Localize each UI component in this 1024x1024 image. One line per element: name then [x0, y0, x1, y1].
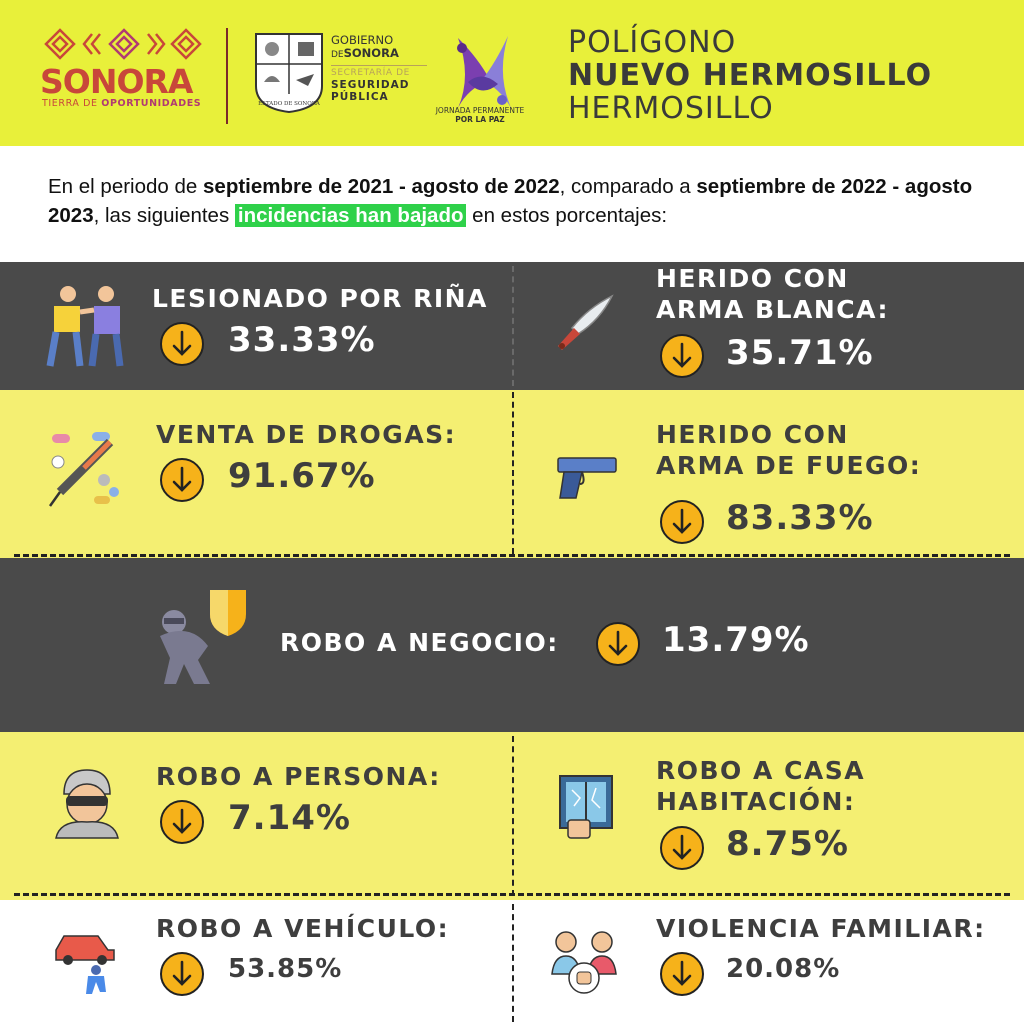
tagline-part1: TIERRA DE: [42, 98, 98, 109]
gov-line2: DESONORA: [331, 47, 427, 62]
gov-line2-prefix: DE: [331, 50, 344, 60]
stat-lesionado-value: 33.33%: [228, 320, 376, 360]
government-label: GOBIERNO DESONORA SECRETARÍA DE SEGURIDA…: [331, 34, 427, 103]
stat-vehiculo-value: 53.85%: [228, 954, 343, 984]
down-arrow-icon: [660, 952, 704, 996]
stat-persona-title: ROBO A PERSONA:: [156, 762, 441, 791]
divider-horizontal-2: [14, 893, 1010, 896]
sonora-pattern-icon: [44, 28, 202, 60]
stat-vehiculo-title: ROBO A VEHÍCULO:: [156, 914, 450, 943]
divider-vertical-2: [512, 392, 514, 554]
gov-line1: GOBIERNO: [331, 33, 394, 47]
sonora-wordmark: SONORA: [40, 62, 193, 101]
divider-horizontal-1: [14, 554, 1010, 557]
burglar-shield-icon: [160, 590, 246, 684]
intro-paragraph: En el periodo de septiembre de 2021 - ag…: [48, 172, 988, 230]
peace-caption: JORNADA PERMANENTE POR LA PAZ: [432, 106, 528, 124]
drugs-syringe-icon: [48, 432, 119, 507]
divider-vertical-1: [512, 266, 514, 386]
state-seal-icon: ESTADO DE SONORA: [255, 33, 323, 114]
stat-casa-title-1: ROBO A CASA: [656, 756, 866, 785]
title-line1: POLÍGONO: [568, 25, 737, 60]
stat-violencia-title: VIOLENCIA FAMILIAR:: [656, 914, 986, 943]
stat-arma-fuego-title-1: HERIDO CON: [656, 420, 849, 449]
intro-text-1: En el periodo de: [48, 175, 204, 198]
intro-text-3: , las siguientes: [93, 204, 235, 227]
gov-line2-main: SONORA: [343, 46, 399, 60]
header-bar: SONORA TIERRA DE OPORTUNIDADES ESTADO DE…: [0, 0, 1024, 146]
peace-line1: JORNADA PERMANENTE: [435, 106, 525, 115]
stat-casa-value: 8.75%: [726, 824, 849, 864]
seal-caption: ESTADO DE SONORA: [258, 101, 321, 107]
tagline-part2: OPORTUNIDADES: [101, 98, 202, 109]
divider-vertical-4: [512, 736, 514, 896]
gov-line4: SEGURIDAD: [331, 79, 410, 91]
gov-line5: PÚBLICA: [331, 91, 389, 103]
down-arrow-icon: [660, 334, 704, 378]
stat-drogas-title: VENTA DE DROGAS:: [156, 420, 457, 449]
down-arrow-icon: [160, 800, 204, 844]
down-arrow-icon: [160, 952, 204, 996]
stat-drogas-value: 91.67%: [228, 456, 376, 496]
stat-casa-title-2: HABITACIÓN:: [656, 787, 856, 816]
stat-arma-blanca-value: 35.71%: [726, 333, 874, 373]
stat-arma-fuego-value: 83.33%: [726, 498, 874, 538]
knife-icon: [558, 294, 614, 350]
intro-period-2: septiembre de 2022 - agosto 2023: [48, 175, 973, 227]
gov-rule: [331, 65, 427, 66]
title-line2: NUEVO HERMOSILLO: [568, 58, 933, 93]
broken-window-icon: [559, 775, 613, 839]
fighting-people-icon: [46, 286, 124, 367]
down-arrow-icon: [596, 622, 640, 666]
divider-vertical-5: [512, 904, 514, 1022]
peace-line2: POR LA PAZ: [455, 115, 505, 124]
intro-highlight: incidencias han bajado: [234, 204, 467, 227]
down-arrow-icon: [160, 322, 204, 366]
sonora-logo: SONORA TIERRA DE OPORTUNIDADES: [40, 28, 208, 118]
stat-arma-blanca-title-2: ARMA BLANCA:: [656, 295, 889, 324]
intro-text-4: en estos porcentajes:: [466, 204, 668, 227]
page-title: POLÍGONO NUEVO HERMOSILLO HERMOSILLO: [568, 26, 932, 125]
intro-period-1: septiembre de 2021 - agosto de 2022: [203, 175, 560, 198]
gun-icon: [557, 457, 617, 499]
title-line3: HERMOSILLO: [568, 91, 774, 126]
logo-divider: [226, 28, 228, 124]
stat-negocio-value: 13.79%: [662, 620, 810, 660]
peace-doves-icon: [457, 36, 512, 110]
stat-lesionado-title: LESIONADO POR RIÑA: [152, 284, 488, 313]
family-violence-icon: [551, 931, 617, 994]
down-arrow-icon: [660, 826, 704, 870]
down-arrow-icon: [660, 500, 704, 544]
thief-mask-icon: [55, 769, 119, 839]
stat-violencia-value: 20.08%: [726, 954, 841, 984]
stat-arma-fuego-title-2: ARMA DE FUEGO:: [656, 451, 922, 480]
sonora-tagline: TIERRA DE OPORTUNIDADES: [42, 98, 201, 109]
stat-persona-value: 7.14%: [228, 798, 351, 838]
intro-text-2: , comparado a: [559, 175, 697, 198]
stat-negocio-title: ROBO A NEGOCIO:: [280, 628, 559, 657]
stat-arma-blanca-title-1: HERIDO CON: [656, 264, 849, 293]
car-thief-icon: [55, 935, 115, 994]
down-arrow-icon: [160, 458, 204, 502]
gov-line3: SECRETARÍA DE: [331, 68, 410, 78]
